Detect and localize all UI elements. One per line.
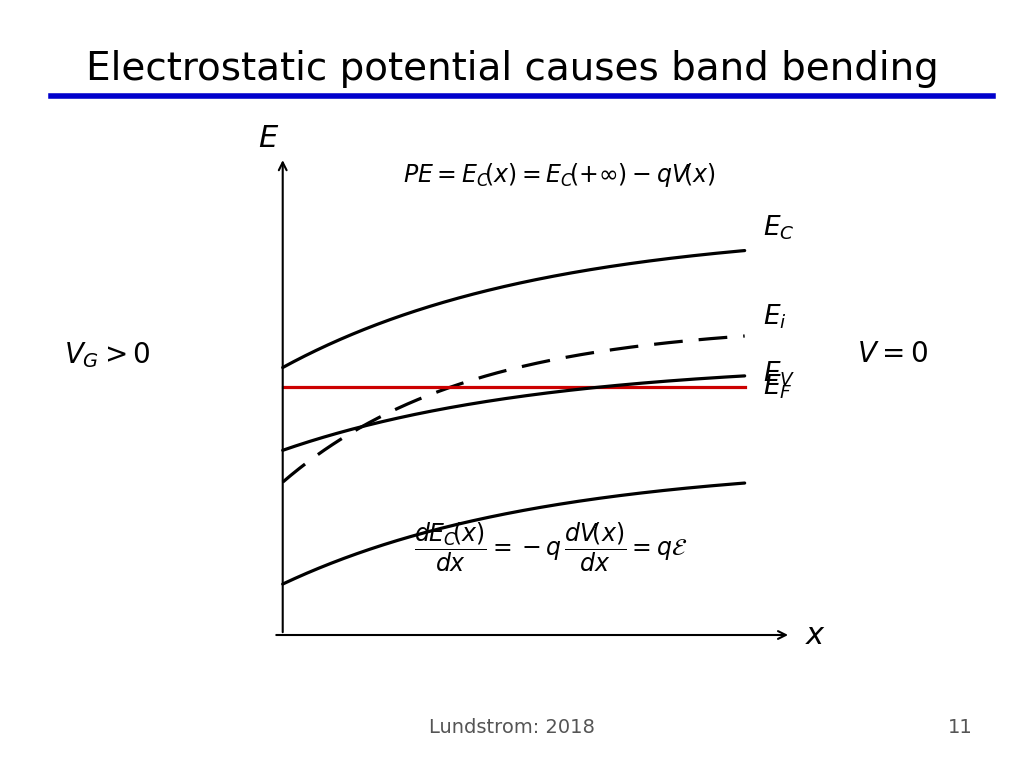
Text: Electrostatic potential causes band bending: Electrostatic potential causes band bend… [86,50,938,88]
Text: $E_C$: $E_C$ [763,214,795,242]
Text: $E$: $E$ [258,123,280,154]
Text: $E_i$: $E_i$ [763,303,786,331]
Text: $V = 0$: $V = 0$ [857,341,928,369]
Text: $x$: $x$ [805,620,825,650]
Text: 11: 11 [948,718,973,737]
Text: $PE = E_C\!\left(x\right) = E_C\!\left(+\infty\right) - qV\!\left(x\right)$: $PE = E_C\!\left(x\right) = E_C\!\left(+… [403,161,717,189]
Text: Lundstrom: 2018: Lundstrom: 2018 [429,718,595,737]
Text: $E_V$: $E_V$ [763,359,796,388]
Text: $V_G > 0$: $V_G > 0$ [63,340,151,369]
Text: $\dfrac{dE_C\!\left(x\right)}{dx} = -q\,\dfrac{dV\!\left(x\right)}{dx} = q\mathc: $\dfrac{dE_C\!\left(x\right)}{dx} = -q\,… [414,521,687,574]
Text: $E_F$: $E_F$ [763,372,793,401]
